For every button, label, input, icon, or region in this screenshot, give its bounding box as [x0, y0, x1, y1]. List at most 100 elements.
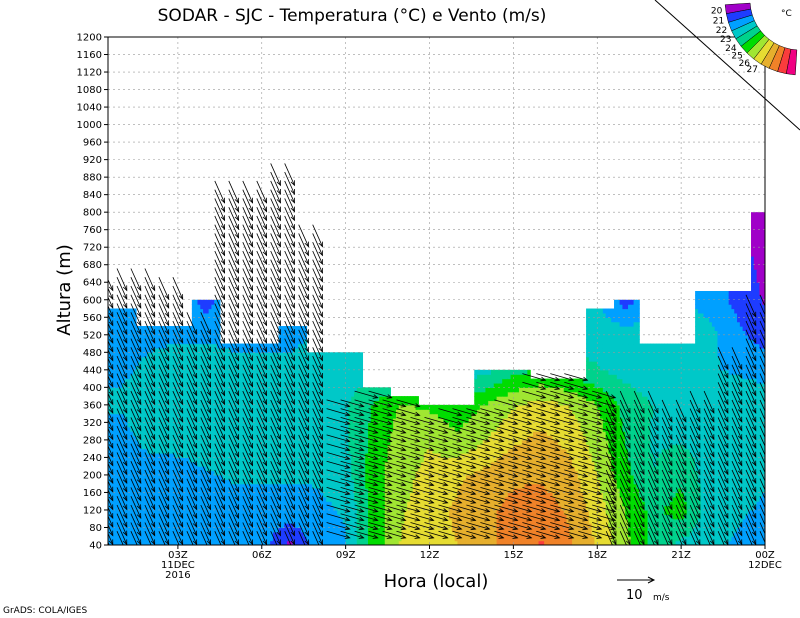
temperature-cell: [314, 400, 319, 406]
temperature-cell: [320, 361, 324, 367]
temperature-cell: [261, 509, 266, 515]
temperature-cell: [281, 387, 285, 393]
temperature-cell: [340, 540, 344, 545]
temperature-cell: [256, 387, 260, 393]
temperature-cell: [239, 387, 243, 393]
temperature-cell: [239, 418, 243, 423]
temperature-cell: [295, 483, 299, 489]
temperature-cell: [289, 369, 294, 375]
temperature-cell: [121, 474, 126, 480]
temperature-cell: [289, 413, 294, 419]
temperature-cell: [152, 343, 157, 349]
temperature-cell: [203, 361, 207, 367]
temperature-cell: [219, 457, 224, 463]
temperature-cell: [144, 378, 148, 384]
temperature-cell: [289, 457, 294, 463]
temperature-cell: [284, 404, 288, 410]
temperature-cell: [163, 369, 168, 375]
temperature-cell: [337, 501, 341, 507]
temperature-cell: [180, 536, 185, 542]
temperature-cell: [295, 422, 299, 428]
temperature-cell: [272, 540, 277, 545]
temperature-cell: [211, 326, 215, 332]
temperature-cell: [323, 457, 327, 463]
temperature-cell: [253, 400, 257, 406]
temperature-cell: [161, 470, 165, 476]
temperature-cell: [217, 356, 221, 362]
temperature-cell: [147, 448, 151, 454]
temperature-cell: [135, 540, 140, 545]
temperature-cell: [183, 536, 187, 542]
temperature-cell: [342, 474, 347, 480]
temperature-cell: [141, 391, 145, 397]
temperature-cell: [211, 435, 215, 441]
temperature-cell: [256, 466, 260, 472]
temperature-cell: [147, 343, 151, 349]
temperature-cell: [158, 439, 162, 445]
temperature-cell: [331, 523, 336, 529]
temperature-cell: [141, 488, 145, 494]
temperature-cell: [124, 518, 129, 524]
temperature-cell: [270, 509, 274, 515]
temperature-cell: [133, 426, 137, 432]
temperature-cell: [211, 461, 215, 467]
temperature-cell: [191, 400, 196, 406]
temperature-cell: [295, 334, 299, 340]
temperature-cell: [284, 448, 288, 454]
temperature-cell: [328, 400, 333, 406]
temperature-cell: [317, 474, 322, 480]
temperature-cell: [300, 505, 305, 511]
temperature-cell: [233, 518, 238, 524]
temperature-cell: [119, 448, 123, 454]
temperature-cell: [253, 413, 257, 419]
temperature-cell: [133, 404, 137, 410]
temperature-cell: [163, 361, 168, 367]
temperature-cell: [326, 374, 330, 380]
temperature-cell: [300, 426, 305, 432]
temperature-cell: [155, 496, 159, 502]
temperature-cell: [275, 374, 280, 380]
temperature-cell: [189, 409, 193, 415]
temperature-cell: [163, 382, 168, 388]
temperature-cell: [197, 326, 201, 332]
temperature-cell: [275, 435, 280, 441]
temperature-cell: [175, 352, 179, 358]
temperature-cell: [275, 466, 280, 472]
temperature-cell: [127, 531, 131, 537]
temperature-cell: [258, 505, 263, 511]
temperature-cell: [110, 352, 115, 358]
temperature-cell: [258, 378, 263, 384]
temperature-cell: [141, 536, 145, 542]
temperature-cell: [175, 426, 179, 432]
temperature-cell: [127, 404, 131, 410]
temperature-cell: [116, 448, 120, 454]
temperature-cell: [152, 387, 157, 393]
temperature-cell: [113, 391, 117, 397]
temperature-cell: [228, 352, 232, 358]
temperature-cell: [340, 369, 344, 375]
temperature-cell: [211, 523, 215, 529]
temperature-cell: [309, 531, 313, 537]
temperature-cell: [113, 527, 117, 533]
temperature-cell: [108, 396, 112, 402]
temperature-cell: [141, 326, 145, 332]
temperature-cell: [295, 431, 299, 437]
temperature-cell: [214, 474, 218, 480]
temperature-cell: [303, 409, 308, 415]
temperature-cell: [177, 356, 182, 362]
temperature-cell: [242, 466, 246, 472]
temperature-cell: [161, 356, 165, 362]
temperature-cell: [253, 418, 257, 423]
temperature-cell: [113, 492, 117, 498]
temperature-cell: [231, 374, 235, 380]
temperature-cell: [231, 444, 235, 450]
temperature-cell: [303, 422, 308, 428]
temperature-cell: [169, 536, 173, 542]
temperature-cell: [261, 426, 266, 432]
temperature-cell: [242, 396, 246, 402]
temperature-cell: [225, 470, 229, 476]
temperature-cell: [253, 365, 257, 371]
temperature-cell: [133, 483, 137, 489]
temperature-cell: [163, 374, 168, 380]
temperature-cell: [194, 509, 199, 515]
